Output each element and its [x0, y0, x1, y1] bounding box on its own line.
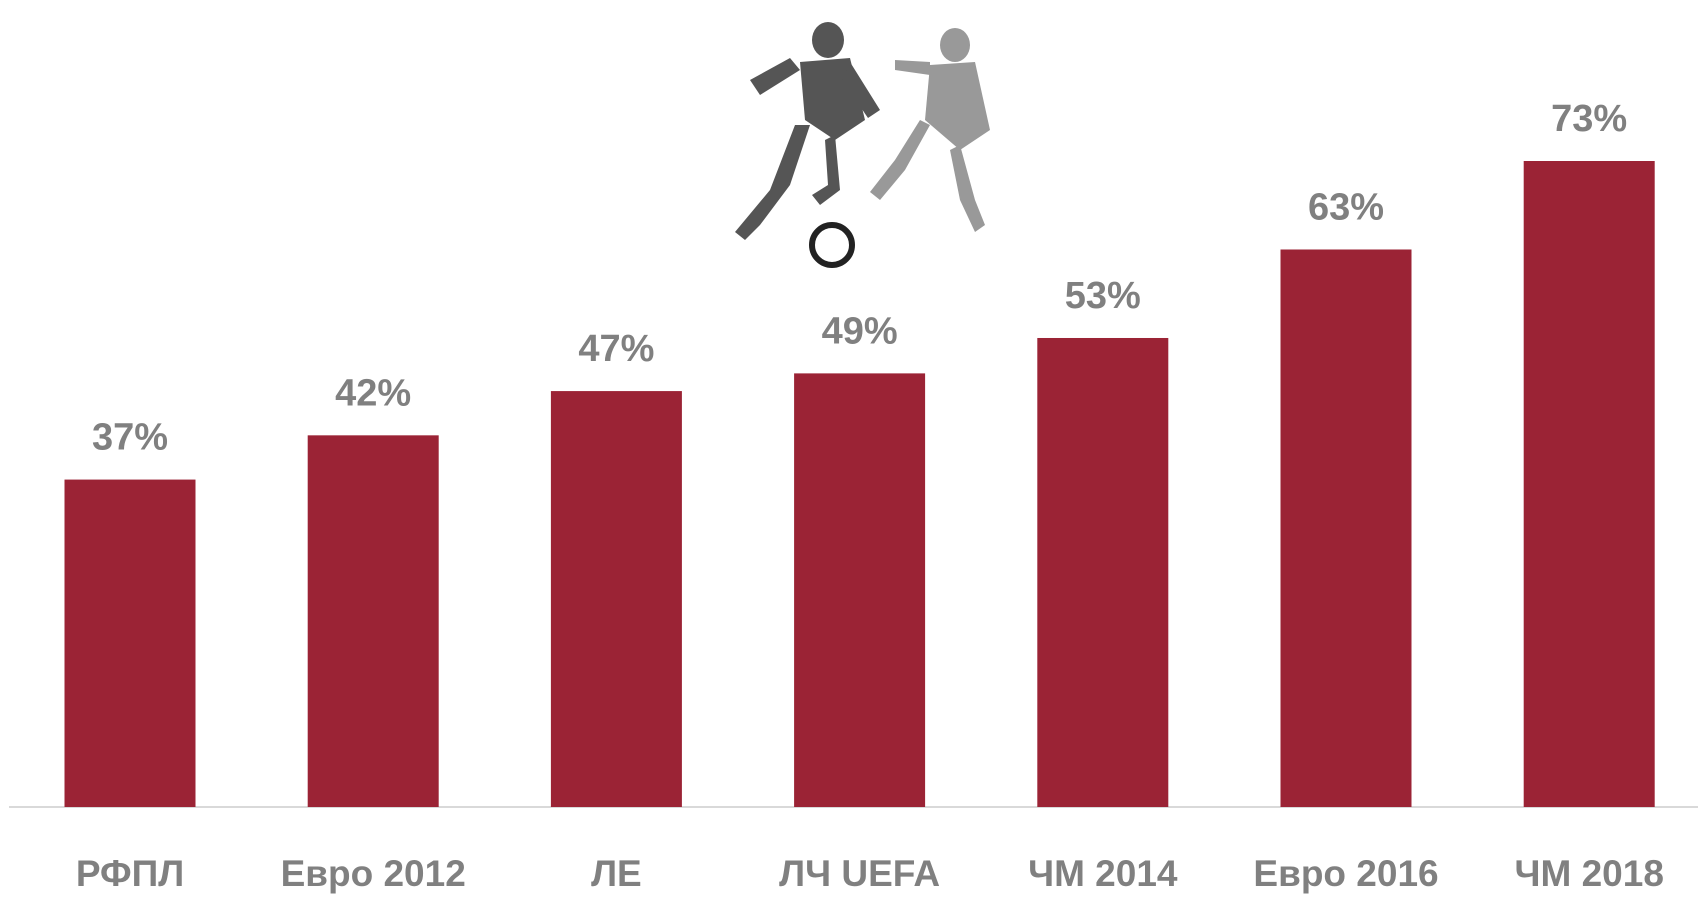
ball	[812, 225, 852, 265]
x-tick-label: ЛЕ	[591, 853, 642, 894]
football-players-illustration	[735, 22, 990, 265]
bar	[308, 435, 439, 807]
value-label: 49%	[822, 310, 898, 352]
player-right	[870, 28, 990, 232]
value-label: 53%	[1065, 275, 1141, 317]
x-tick-label: ЧМ 2014	[1028, 853, 1178, 894]
value-label: 63%	[1308, 187, 1384, 229]
bar	[551, 391, 682, 807]
x-tick-label: ЧМ 2018	[1514, 853, 1663, 894]
value-label: 73%	[1551, 98, 1627, 140]
bar	[65, 480, 196, 807]
bar	[1524, 161, 1655, 807]
value-label: 42%	[335, 372, 411, 414]
bar	[794, 373, 925, 807]
x-tick-label: Евро 2016	[1253, 853, 1438, 894]
player-left	[735, 22, 880, 240]
x-tick-label: Евро 2012	[281, 853, 466, 894]
bar	[1281, 249, 1412, 807]
value-label: 47%	[578, 328, 654, 370]
x-tick-label: ЛЧ UEFA	[779, 853, 940, 894]
x-tick-label: РФПЛ	[76, 853, 184, 894]
bar	[1037, 338, 1168, 807]
value-label: 37%	[92, 417, 168, 459]
chart: 37% РФПЛ 42% Евро 2012 47% ЛЕ 49% ЛЧ UEFA 53% ЧМ …	[0, 0, 1698, 902]
